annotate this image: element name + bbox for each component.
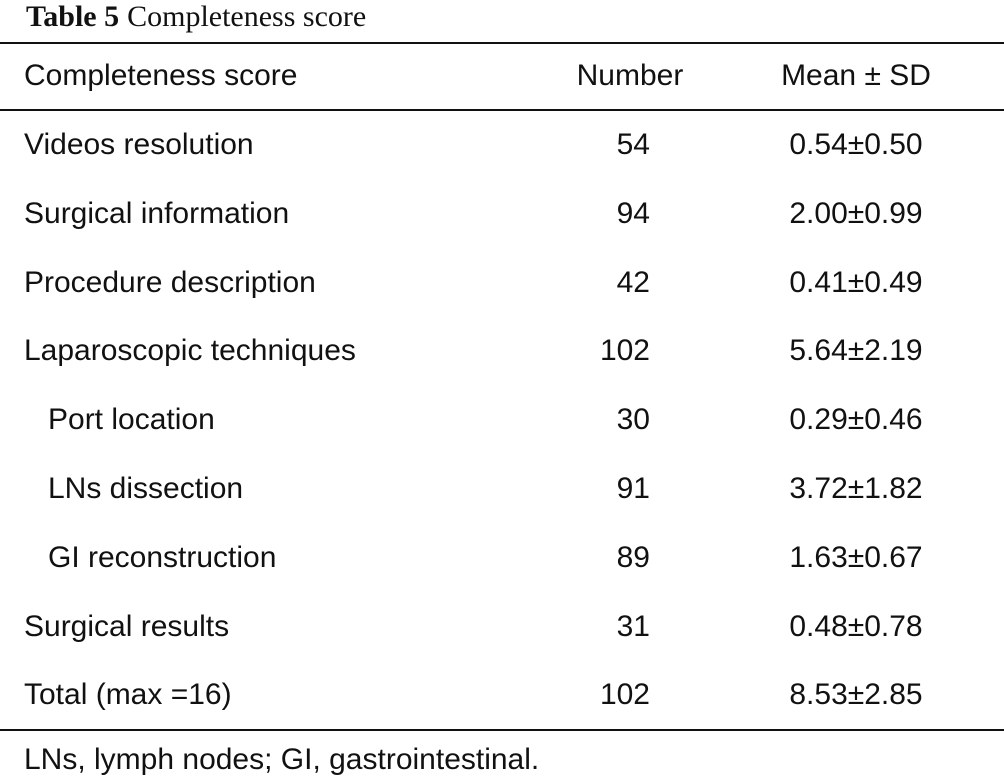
row-name-surgical-results: Surgical results	[24, 610, 230, 643]
table-footnote: LNs, lymph nodes; GI, gastrointestinal.	[24, 743, 540, 776]
table-bottom-rule	[0, 729, 1004, 731]
table-caption-label: Table 5	[26, 0, 120, 33]
table-top-rule	[0, 42, 1004, 44]
row-number-surgical-results: 31	[616, 610, 650, 643]
row-name-lns-dissection: LNs dissection	[48, 472, 244, 505]
row-number-surgical-information: 94	[616, 197, 650, 230]
row-name-laparoscopic-techniques: Laparoscopic techniques	[24, 334, 356, 367]
row-name-port-location: Port location	[48, 403, 215, 436]
row-name-procedure-description: Procedure description	[24, 266, 316, 299]
row-mean-gi-reconstruction: 1.63±0.67	[789, 541, 923, 574]
header-number: Number	[576, 59, 684, 92]
row-mean-surgical-information: 2.00±0.99	[789, 197, 923, 230]
row-name-total: Total (max =16)	[24, 678, 232, 711]
table-header-rule	[0, 109, 1004, 111]
row-mean-surgical-results: 0.48±0.78	[789, 610, 923, 643]
row-number-gi-reconstruction: 89	[616, 541, 650, 574]
table-caption-title: Completeness score	[127, 0, 367, 33]
row-name-surgical-information: Surgical information	[24, 197, 290, 230]
table-caption: Table 5 Completeness score	[26, 0, 366, 34]
row-name-gi-reconstruction: GI reconstruction	[48, 541, 277, 574]
header-completeness-score: Completeness score	[24, 59, 298, 92]
row-mean-port-location: 0.29±0.46	[789, 403, 923, 436]
row-mean-procedure-description: 0.41±0.49	[789, 266, 923, 299]
row-number-lns-dissection: 91	[616, 472, 650, 505]
row-number-laparoscopic-techniques: 102	[599, 334, 650, 367]
row-number-procedure-description: 42	[616, 266, 650, 299]
row-name-videos-resolution: Videos resolution	[24, 128, 254, 161]
row-mean-videos-resolution: 0.54±0.50	[789, 128, 923, 161]
row-mean-laparoscopic-techniques: 5.64±2.19	[789, 334, 923, 367]
row-number-port-location: 30	[616, 403, 650, 436]
row-mean-lns-dissection: 3.72±1.82	[789, 472, 923, 505]
row-number-videos-resolution: 54	[616, 128, 650, 161]
header-mean-sd: Mean ± SD	[781, 59, 931, 92]
row-mean-total: 8.53±2.85	[789, 678, 923, 711]
row-number-total: 102	[599, 678, 650, 711]
